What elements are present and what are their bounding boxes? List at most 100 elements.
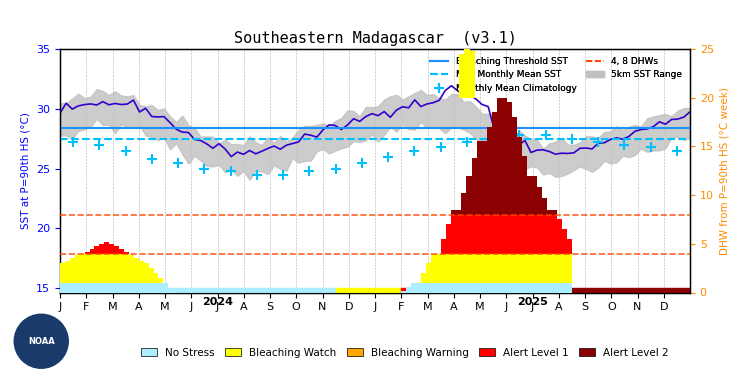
Bar <box>526 214 532 254</box>
Bar <box>517 214 522 254</box>
Bar <box>491 254 496 283</box>
Bar <box>60 288 74 292</box>
Bar <box>562 229 567 254</box>
Bar <box>427 288 435 292</box>
Bar <box>526 254 532 283</box>
Bar <box>80 254 85 283</box>
Bar <box>457 210 461 214</box>
Bar <box>139 283 144 292</box>
Bar <box>85 283 89 292</box>
Bar <box>547 210 552 214</box>
Bar <box>75 283 80 292</box>
Bar <box>517 136 522 214</box>
Bar <box>491 112 496 214</box>
Bar <box>411 283 416 292</box>
Bar <box>537 187 542 214</box>
Bar <box>487 214 491 254</box>
Bar <box>124 283 129 292</box>
Bar <box>148 283 154 292</box>
Bar <box>522 156 526 214</box>
Bar <box>134 258 139 283</box>
Bar <box>502 283 507 292</box>
Legend: Bleaching Threshold SST, Max Monthly Mean SST, Monthly Mean Climatology, 4, 8 DH: Bleaching Threshold SST, Max Monthly Mea… <box>427 53 686 96</box>
Bar <box>537 214 542 254</box>
Bar <box>431 283 436 292</box>
Bar <box>507 283 512 292</box>
Bar <box>461 214 466 254</box>
Bar <box>517 283 522 292</box>
Bar <box>532 176 537 214</box>
Bar <box>173 291 178 292</box>
Bar <box>119 254 124 283</box>
Bar <box>461 193 466 214</box>
Bar <box>154 283 158 292</box>
Bar <box>119 249 124 254</box>
Bar <box>75 255 80 283</box>
Bar <box>168 288 173 292</box>
Bar <box>542 254 547 283</box>
Bar <box>114 246 119 254</box>
Bar <box>552 210 556 214</box>
Circle shape <box>14 314 68 368</box>
Bar <box>442 239 446 254</box>
Bar <box>144 283 148 292</box>
Bar <box>426 283 431 292</box>
Bar <box>104 254 110 283</box>
Bar <box>144 263 148 283</box>
Bar <box>526 283 532 292</box>
Bar <box>401 291 406 292</box>
Bar <box>491 214 496 254</box>
Bar <box>517 254 522 283</box>
Bar <box>422 283 426 292</box>
Bar <box>466 288 480 292</box>
Bar <box>507 254 512 283</box>
Bar <box>442 254 446 283</box>
Bar <box>537 254 542 283</box>
Bar <box>89 249 94 254</box>
Bar <box>502 254 507 283</box>
Bar <box>134 283 139 292</box>
Bar <box>94 254 99 283</box>
Bar <box>459 54 464 98</box>
Bar <box>532 283 537 292</box>
Bar <box>435 288 445 292</box>
Bar <box>526 176 532 214</box>
Bar <box>472 158 476 214</box>
Bar <box>542 283 547 292</box>
Bar <box>556 219 562 254</box>
Bar <box>466 283 472 292</box>
Bar <box>562 254 567 283</box>
Bar <box>496 98 502 214</box>
Bar <box>354 288 375 292</box>
Bar <box>507 102 512 214</box>
Bar <box>114 283 119 292</box>
Bar <box>336 288 354 292</box>
Bar <box>129 255 134 283</box>
Bar <box>125 288 139 292</box>
Bar <box>512 214 517 254</box>
Bar <box>99 244 104 254</box>
Bar <box>139 288 165 292</box>
Bar <box>457 283 461 292</box>
Bar <box>110 283 114 292</box>
Bar <box>547 214 552 254</box>
Bar <box>480 288 690 292</box>
Bar <box>148 268 154 283</box>
Bar <box>442 283 446 292</box>
Bar <box>482 214 487 254</box>
Bar <box>567 254 572 283</box>
Bar <box>452 283 457 292</box>
Bar <box>422 273 426 283</box>
Bar <box>487 283 491 292</box>
Bar <box>512 254 517 283</box>
Bar <box>70 258 75 283</box>
Bar <box>472 214 476 254</box>
Bar <box>567 239 572 254</box>
Bar <box>416 283 422 292</box>
Bar <box>556 254 562 283</box>
Bar <box>461 283 466 292</box>
Bar <box>542 198 547 214</box>
Bar <box>476 283 482 292</box>
Bar <box>496 254 502 283</box>
Bar <box>124 254 129 283</box>
